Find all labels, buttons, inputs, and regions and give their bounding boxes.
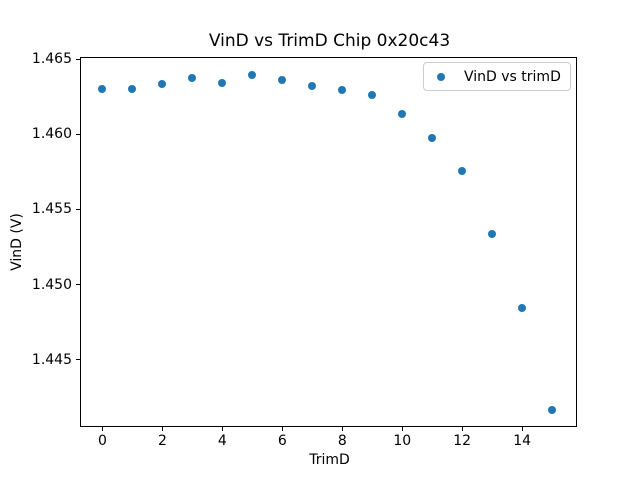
x-tick-mark bbox=[222, 427, 224, 431]
data-point bbox=[188, 74, 197, 83]
y-tick-label: 1.445 bbox=[31, 351, 72, 368]
x-tick-mark bbox=[162, 427, 164, 431]
x-axis-label: TrimD bbox=[309, 452, 350, 468]
y-tick-mark bbox=[76, 284, 80, 286]
data-point bbox=[428, 134, 437, 143]
x-tick-mark bbox=[462, 427, 464, 431]
x-tick-label: 0 bbox=[98, 433, 107, 449]
y-tick-mark bbox=[76, 208, 80, 210]
data-point bbox=[548, 406, 557, 415]
y-tick-label: 1.450 bbox=[31, 276, 72, 293]
x-tick-mark bbox=[282, 427, 284, 431]
legend-marker-dot bbox=[437, 72, 445, 81]
x-tick-label: 2 bbox=[157, 433, 167, 449]
chart-title: VinD vs TrimD Chip 0x20c43 bbox=[208, 31, 451, 51]
x-tick-label: 6 bbox=[277, 433, 287, 449]
data-point bbox=[518, 304, 527, 313]
legend-label: VinD vs trimD bbox=[464, 68, 561, 85]
data-point bbox=[398, 110, 407, 119]
legend: VinD vs trimD bbox=[423, 62, 571, 91]
x-tick-label: 4 bbox=[217, 433, 227, 449]
y-tick-label: 1.460 bbox=[31, 126, 72, 143]
y-tick-mark bbox=[76, 359, 80, 361]
x-tick-mark bbox=[342, 427, 344, 431]
x-tick-label: 10 bbox=[393, 433, 412, 449]
y-tick-label: 1.455 bbox=[31, 201, 72, 218]
data-point bbox=[158, 80, 167, 89]
data-point bbox=[98, 84, 107, 93]
data-point bbox=[218, 78, 227, 87]
x-tick-label: 12 bbox=[453, 433, 472, 449]
y-tick-label: 1.465 bbox=[31, 51, 72, 67]
data-point bbox=[308, 81, 317, 90]
x-tick-label: 14 bbox=[513, 433, 532, 449]
x-tick-mark bbox=[102, 427, 104, 431]
data-point bbox=[368, 90, 377, 99]
data-point bbox=[128, 84, 137, 93]
x-tick-mark bbox=[402, 427, 404, 431]
data-point bbox=[458, 167, 467, 176]
data-point bbox=[488, 230, 497, 239]
x-tick-label: 8 bbox=[337, 433, 347, 449]
data-point bbox=[278, 75, 287, 84]
y-tick-mark bbox=[76, 133, 80, 135]
data-point bbox=[248, 71, 257, 80]
y-tick-mark bbox=[76, 58, 80, 60]
y-axis-label: VinD (V) bbox=[9, 213, 25, 271]
plot-area bbox=[80, 57, 577, 427]
data-point bbox=[338, 86, 347, 95]
x-tick-mark bbox=[522, 427, 524, 431]
